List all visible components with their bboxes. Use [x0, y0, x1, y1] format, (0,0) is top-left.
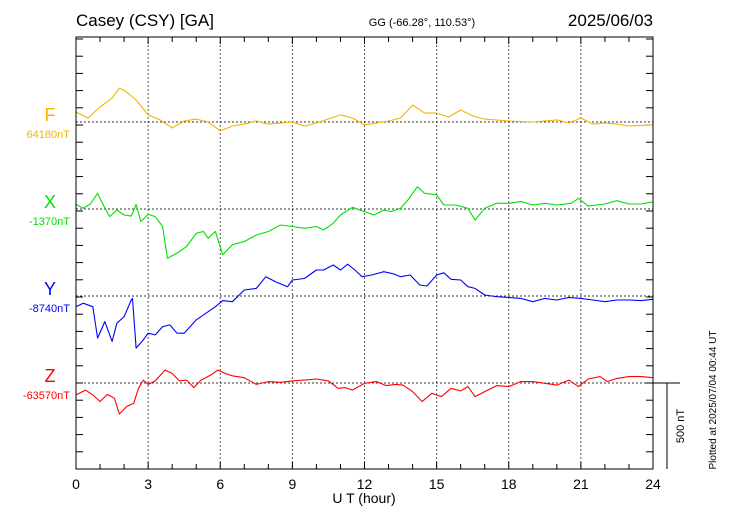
series-name-z: Z — [45, 366, 56, 386]
baseline-value-z: -63570nT — [23, 390, 70, 402]
series-name-x: X — [44, 192, 56, 212]
plotted-at-label: Plotted at 2025/07/04 00:44 UT — [708, 331, 719, 470]
series-group — [75, 87, 654, 415]
series-name-f: F — [45, 105, 56, 125]
x-tick-label: 3 — [144, 476, 152, 492]
x-axis-label: U T (hour) — [332, 490, 395, 506]
series-line-z — [75, 369, 654, 415]
series-line-x — [75, 186, 654, 259]
grid-lines — [76, 37, 653, 469]
station-title: Casey (CSY) [GA] — [76, 11, 214, 30]
baseline-value-y: -8740nT — [29, 303, 70, 315]
x-tick-label: 0 — [72, 476, 80, 492]
series-line-f — [75, 87, 654, 132]
plot-frame — [75, 36, 654, 470]
scale-bar-label: 500 nT — [675, 409, 687, 444]
baseline-value-x: -1370nT — [29, 216, 70, 228]
x-tick-labels: 0 3 6 9 12 15 18 21 24 — [72, 476, 661, 492]
series-name-y: Y — [44, 279, 56, 299]
series-line-y — [75, 263, 654, 349]
date-label: 2025/06/03 — [568, 11, 653, 30]
x-tick-label: 12 — [357, 476, 373, 492]
x-tick-label: 18 — [501, 476, 517, 492]
x-tick-label: 15 — [429, 476, 445, 492]
baseline-value-f: 64180nT — [27, 129, 71, 141]
x-tick-label: 6 — [216, 476, 224, 492]
x-tick-label: 24 — [645, 476, 661, 492]
coordinates-label: GG (-66.28°, 110.53°) — [369, 17, 475, 29]
x-tick-label: 9 — [288, 476, 296, 492]
series-labels: F 64180nT X -1370nT Y -8740nT Z -63570nT — [23, 105, 70, 402]
x-tick-label: 21 — [573, 476, 589, 492]
scale-bar: 500 nT — [653, 382, 687, 469]
